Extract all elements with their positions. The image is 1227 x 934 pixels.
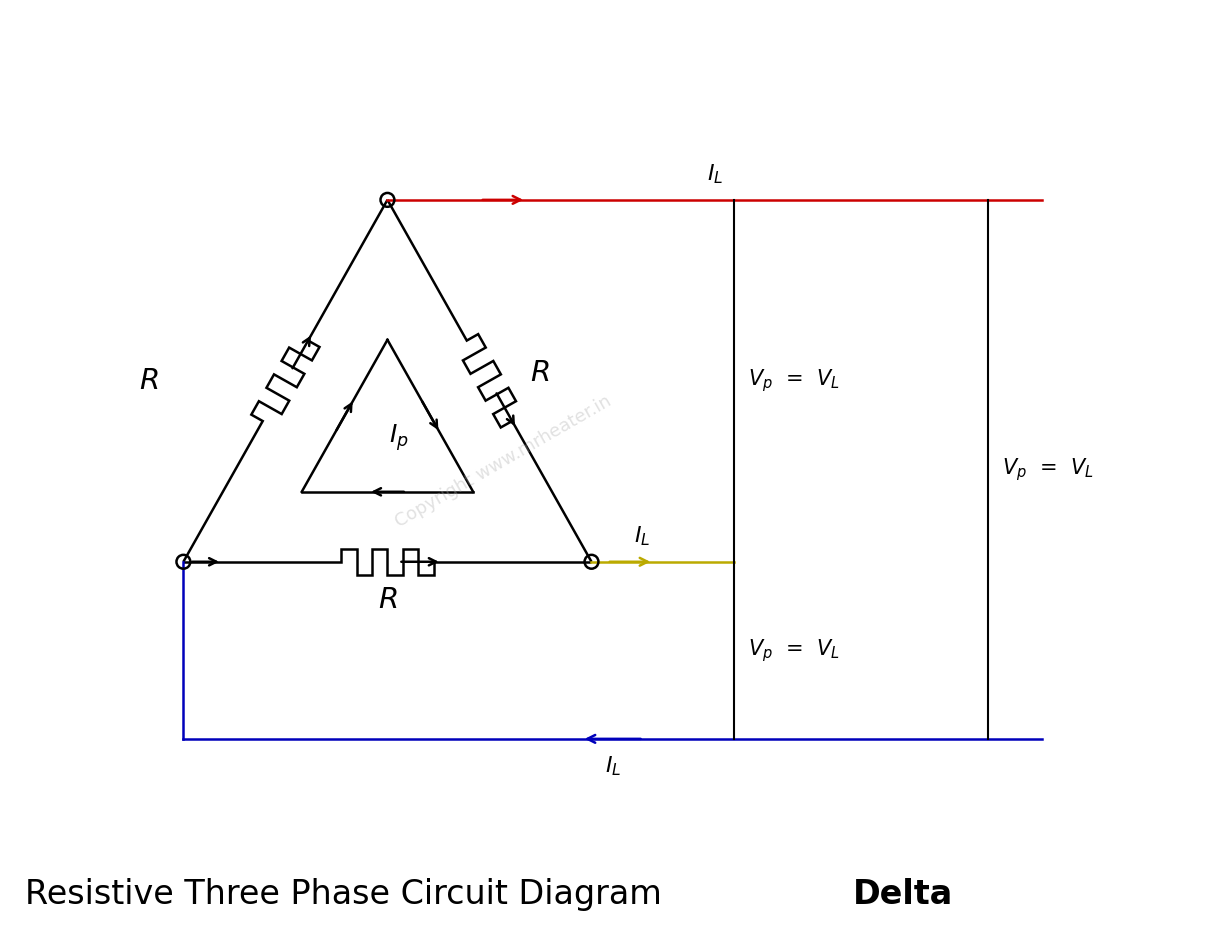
Text: $I_p$: $I_p$ bbox=[389, 422, 409, 453]
Text: $V_p$  =  $V_L$: $V_p$ = $V_L$ bbox=[747, 637, 839, 664]
Text: $R$: $R$ bbox=[378, 587, 398, 615]
Text: $V_p$  =  $V_L$: $V_p$ = $V_L$ bbox=[747, 367, 839, 394]
Text: $V_p$  =  $V_L$: $V_p$ = $V_L$ bbox=[1002, 456, 1093, 483]
Text: $I_L$: $I_L$ bbox=[707, 163, 723, 186]
Text: Resistive Three Phase Circuit Diagram: Resistive Three Phase Circuit Diagram bbox=[25, 878, 672, 911]
Text: $R$: $R$ bbox=[530, 359, 550, 387]
Text: $R$: $R$ bbox=[139, 367, 158, 395]
Text: Delta: Delta bbox=[853, 878, 953, 911]
Text: $I_L$: $I_L$ bbox=[605, 755, 621, 778]
Text: $I_L$: $I_L$ bbox=[634, 524, 650, 548]
Text: Copyright www.mrheater.in: Copyright www.mrheater.in bbox=[391, 392, 615, 531]
